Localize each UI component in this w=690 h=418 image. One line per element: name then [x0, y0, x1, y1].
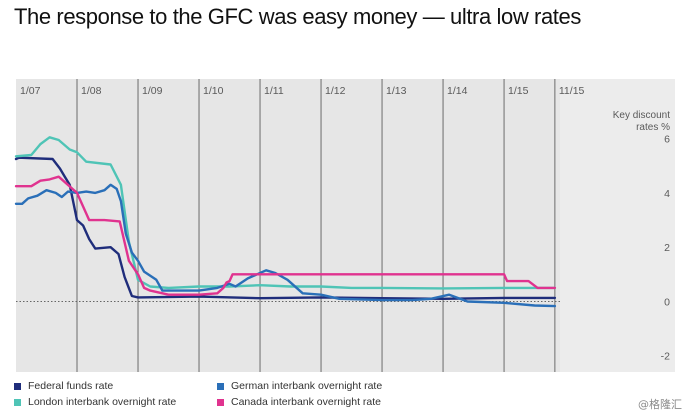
watermark: @格隆汇 [638, 398, 682, 411]
y-axis-title-line-1: Key discount [613, 110, 670, 121]
legend-label-canada: Canada interbank overnight rate [231, 396, 382, 408]
y-tick-labels: 6 4 2 0 -2 [661, 134, 671, 363]
legend-label-london: London interbank overnight rate [28, 396, 177, 408]
chart-legend: Federal funds rate German interbank over… [14, 376, 434, 412]
page-title: The response to the GFC was easy money —… [14, 4, 581, 29]
legend-swatch-federal [14, 382, 21, 390]
plot-background [16, 79, 560, 372]
legend-swatch-german [217, 382, 224, 390]
y-axis-title-line-2: rates % [636, 122, 670, 133]
y-tick-label: 0 [664, 296, 670, 308]
series-line-german [14, 183, 557, 308]
right-axis-panel [560, 79, 675, 372]
legend-label-german: German interbank overnight rate [231, 380, 383, 392]
x-tick-label: 1/15 [508, 85, 529, 97]
x-tick-label: 1/13 [386, 85, 407, 97]
series-line-canada [14, 175, 557, 296]
y-tick-label: 6 [664, 134, 670, 146]
x-tick-label: 1/09 [142, 85, 163, 97]
series-line-london [14, 136, 557, 290]
y-tick-label: 4 [664, 188, 670, 200]
x-tick-label: 1/14 [447, 85, 468, 97]
x-tick-labels: 1/07 1/08 1/09 1/10 1/11 1/12 1/13 1/14 1/15 11/1… [20, 85, 585, 97]
x-tick-label: 1/10 [203, 85, 224, 97]
legend-item-canada: Canada interbank overnight rate [217, 396, 381, 408]
legend-item-german: German interbank overnight rate [217, 380, 382, 392]
legend-label-federal: Federal funds rate [28, 380, 114, 392]
legend-item-federal: Federal funds rate [14, 380, 113, 392]
x-tick-label: 11/15 [559, 85, 585, 97]
series-line-federal [14, 156, 557, 300]
y-tick-label: -2 [661, 351, 670, 363]
x-tick-label: 1/11 [264, 85, 284, 97]
x-tick-label: 1/08 [81, 85, 102, 97]
vertical-gridlines [76, 79, 556, 372]
y-tick-label: 2 [664, 242, 670, 254]
series-lines [14, 136, 557, 308]
x-tick-label: 1/07 [20, 85, 41, 97]
legend-swatch-london [14, 398, 21, 406]
legend-item-london: London interbank overnight rate [14, 396, 176, 408]
legend-swatch-canada [217, 398, 224, 406]
x-tick-label: 1/12 [325, 85, 346, 97]
